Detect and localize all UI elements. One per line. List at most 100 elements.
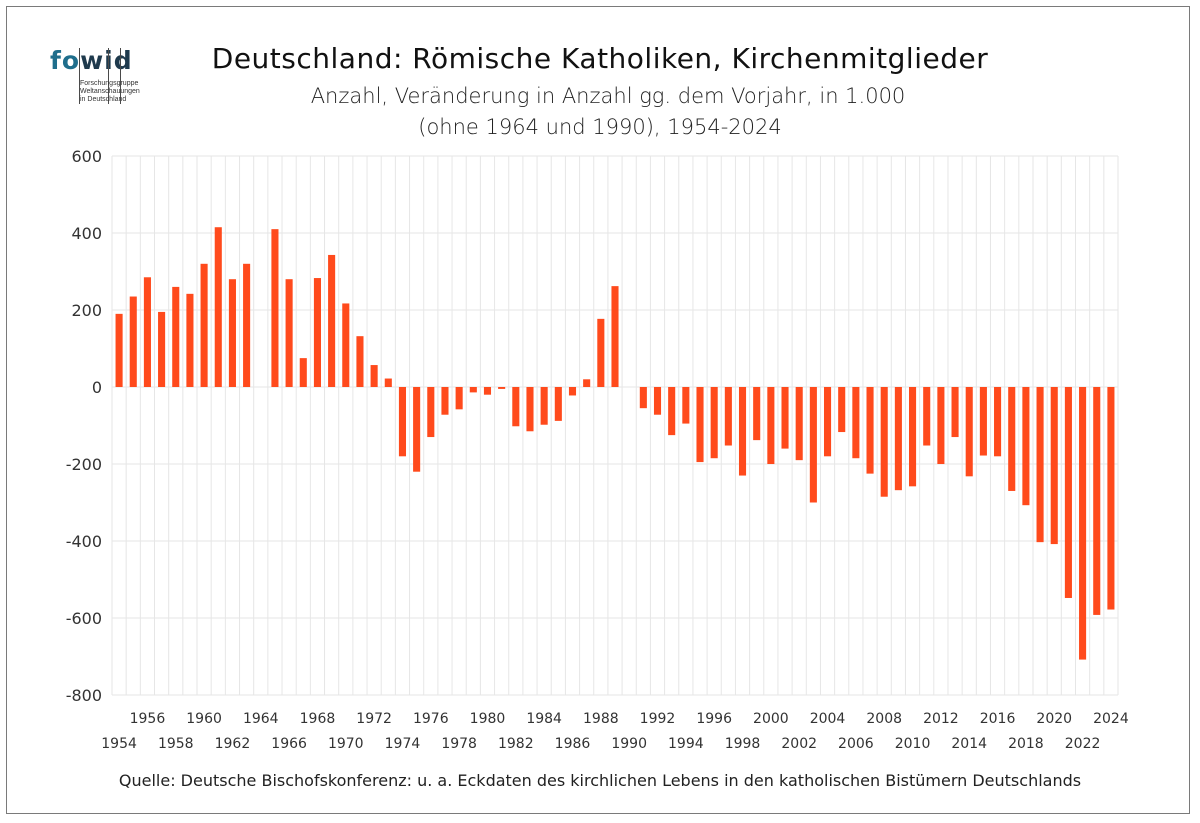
bar-1984 bbox=[540, 387, 548, 425]
bar-1957 bbox=[158, 311, 166, 387]
bar-2009 bbox=[894, 387, 902, 491]
x-tick-label: 1972 bbox=[356, 711, 392, 727]
bar-1961 bbox=[214, 227, 222, 387]
x-tick-label: 1994 bbox=[668, 736, 704, 752]
bar-2017 bbox=[1008, 387, 1016, 491]
bar-1986 bbox=[568, 387, 577, 396]
bar-1966 bbox=[285, 279, 293, 387]
bar-2010 bbox=[909, 387, 917, 487]
y-tick-label: -400 bbox=[66, 532, 102, 551]
bar-2007 bbox=[866, 387, 874, 474]
x-tick-label: 1986 bbox=[555, 736, 591, 752]
bar-1994 bbox=[682, 387, 690, 424]
bar-2023 bbox=[1093, 387, 1101, 615]
bar-2022 bbox=[1079, 387, 1087, 660]
bar-2018 bbox=[1022, 387, 1030, 506]
bar-1972 bbox=[370, 365, 378, 387]
bar-2021 bbox=[1064, 387, 1072, 598]
x-tick-label: 1982 bbox=[498, 736, 534, 752]
bar-2004 bbox=[823, 387, 832, 457]
bar-2013 bbox=[951, 387, 959, 438]
bar-1982 bbox=[512, 387, 520, 427]
bar-1995 bbox=[696, 387, 704, 463]
y-tick-label: -800 bbox=[66, 686, 102, 705]
x-tick-label: 1958 bbox=[158, 736, 194, 752]
x-tick-label: 1980 bbox=[470, 711, 506, 727]
bar-2015 bbox=[979, 387, 987, 456]
x-tick-label: 2024 bbox=[1093, 711, 1129, 727]
x-tick-label: 2010 bbox=[895, 736, 931, 752]
y-tick-label: -600 bbox=[66, 609, 102, 628]
bar-2014 bbox=[965, 387, 973, 477]
bar-1968 bbox=[313, 278, 321, 387]
x-tick-label: 2008 bbox=[866, 711, 902, 727]
bar-2012 bbox=[937, 387, 945, 464]
x-tick-label: 1970 bbox=[328, 736, 364, 752]
x-tick-label: 1974 bbox=[385, 736, 421, 752]
bar-2016 bbox=[994, 387, 1002, 457]
x-tick-label: 1962 bbox=[215, 736, 251, 752]
x-tick-label: 2020 bbox=[1036, 711, 1072, 727]
bar-1992 bbox=[653, 387, 662, 415]
bar-1997 bbox=[724, 387, 732, 446]
bar-1962 bbox=[228, 279, 236, 387]
bar-1991 bbox=[639, 387, 647, 409]
x-tick-label: 1976 bbox=[413, 711, 449, 727]
bar-1959 bbox=[186, 293, 194, 387]
bar-1960 bbox=[200, 263, 208, 387]
bar-1973 bbox=[384, 378, 392, 387]
x-tick-label: 1988 bbox=[583, 711, 619, 727]
x-tick-label: 2022 bbox=[1065, 736, 1101, 752]
bar-1987 bbox=[583, 379, 591, 387]
bar-2003 bbox=[809, 387, 817, 503]
bar-1999 bbox=[753, 387, 761, 441]
bar-2005 bbox=[838, 387, 846, 433]
x-tick-label: 2018 bbox=[1008, 736, 1044, 752]
bar-2011 bbox=[923, 387, 931, 446]
bar-1988 bbox=[597, 318, 605, 387]
x-tick-label: 2004 bbox=[810, 711, 846, 727]
bar-1993 bbox=[668, 387, 676, 436]
bar-1983 bbox=[526, 387, 534, 432]
bar-1955 bbox=[129, 296, 137, 387]
x-tick-label: 1992 bbox=[640, 711, 676, 727]
x-tick-label: 1956 bbox=[130, 711, 166, 727]
bar-1980 bbox=[483, 387, 492, 395]
bar-1998 bbox=[738, 387, 747, 476]
x-tick-label: 1964 bbox=[243, 711, 279, 727]
bar-1967 bbox=[299, 358, 307, 387]
chart-subtitle-line1: Anzahl, Veränderung in Anzahl gg. dem Vo… bbox=[310, 84, 906, 108]
logo-wordmark: fowid bbox=[50, 46, 133, 75]
x-tick-label: 1960 bbox=[186, 711, 222, 727]
x-tick-label: 1954 bbox=[101, 736, 137, 752]
bar-1954 bbox=[115, 313, 123, 387]
x-tick-label: 1996 bbox=[696, 711, 732, 727]
x-tick-label: 2012 bbox=[923, 711, 959, 727]
chart-frame bbox=[6, 6, 1190, 814]
bar-1958 bbox=[172, 286, 180, 387]
x-tick-label: 1966 bbox=[271, 736, 307, 752]
bar-1977 bbox=[441, 387, 449, 415]
x-tick-label: 2002 bbox=[781, 736, 817, 752]
bar-1979 bbox=[469, 387, 477, 393]
bar-2008 bbox=[880, 387, 888, 497]
x-tick-label: 2014 bbox=[951, 736, 987, 752]
logo-subtext: Forschungsgruppe Weltanschauungen in Deu… bbox=[80, 80, 140, 103]
y-tick-label: 600 bbox=[71, 147, 102, 166]
bar-1971 bbox=[356, 336, 364, 387]
bar-1981 bbox=[498, 387, 506, 389]
bar-2019 bbox=[1036, 387, 1044, 543]
x-tick-label: 2000 bbox=[753, 711, 789, 727]
x-tick-label: 2016 bbox=[980, 711, 1016, 727]
bar-1996 bbox=[710, 387, 718, 459]
bar-2024 bbox=[1107, 387, 1115, 610]
x-tick-label: 1998 bbox=[725, 736, 761, 752]
y-tick-label: -200 bbox=[66, 455, 102, 474]
bar-1985 bbox=[554, 387, 562, 421]
bar-1974 bbox=[398, 387, 407, 457]
chart-subtitle-line2: (ohne 1964 und 1990), 1954-2024 bbox=[418, 115, 782, 139]
fowid-logo: fowid Forschungsgruppe Weltanschauungen … bbox=[50, 46, 160, 116]
logo-divider bbox=[120, 48, 121, 104]
bar-1965 bbox=[271, 229, 279, 387]
